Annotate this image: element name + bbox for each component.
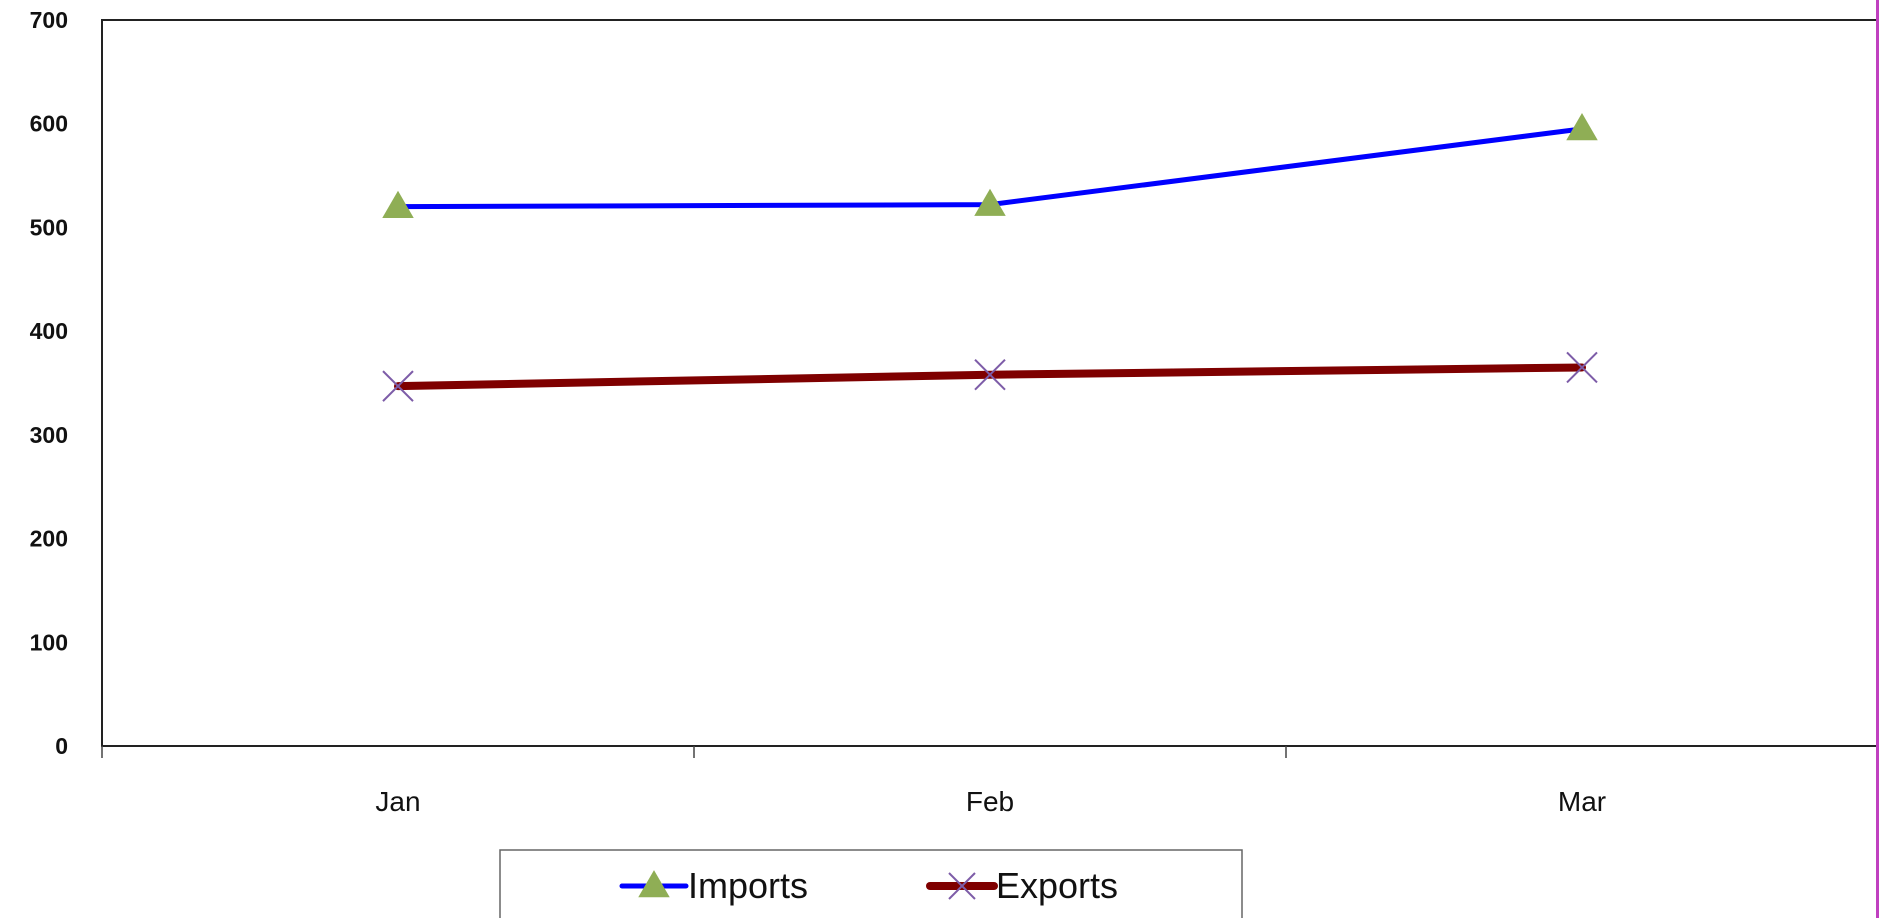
triangle-marker <box>382 190 414 218</box>
window-edge <box>1876 0 1879 918</box>
y-tick-label: 100 <box>30 629 68 655</box>
x-tick-label: Jan <box>375 786 420 817</box>
y-tick-label: 400 <box>30 318 68 344</box>
x-marker-stroke <box>948 872 976 900</box>
x-marker-stroke <box>974 358 1006 391</box>
plot-area-border <box>101 19 1879 747</box>
series-lines <box>382 113 1598 402</box>
legend-label: Imports <box>688 865 808 906</box>
legend: Imports Exports <box>499 849 1243 918</box>
legend-label: Exports <box>996 865 1118 906</box>
y-tick-label: 300 <box>30 422 68 448</box>
x-marker <box>974 358 1006 391</box>
x-tick-label: Feb <box>966 786 1014 817</box>
x-tick-label: Mar <box>1558 786 1606 817</box>
legend-item-exports: Exports <box>926 865 1118 906</box>
y-axis-ticks: 0 100 200 300 400 500 600 700 <box>30 7 68 759</box>
triangle-marker <box>638 870 670 898</box>
triangle-marker <box>974 188 1006 216</box>
y-tick-label: 600 <box>30 111 68 137</box>
chart-axes <box>101 19 1879 758</box>
legend-item-imports: Imports <box>619 865 808 906</box>
y-tick-label: 0 <box>55 733 68 759</box>
x-marker <box>382 370 414 402</box>
y-tick-label: 200 <box>30 526 68 552</box>
series-line-exports <box>394 363 1586 391</box>
y-tick-label: 700 <box>30 7 68 33</box>
x-marker <box>1566 351 1598 384</box>
triangle-marker <box>1566 113 1598 141</box>
x-marker-stroke <box>1566 351 1598 384</box>
x-axis-ticks: Jan Feb Mar <box>375 786 1606 817</box>
legend-box <box>499 849 1243 918</box>
x-marker <box>948 872 976 900</box>
y-tick-label: 500 <box>30 214 68 240</box>
x-marker-stroke <box>382 370 414 402</box>
